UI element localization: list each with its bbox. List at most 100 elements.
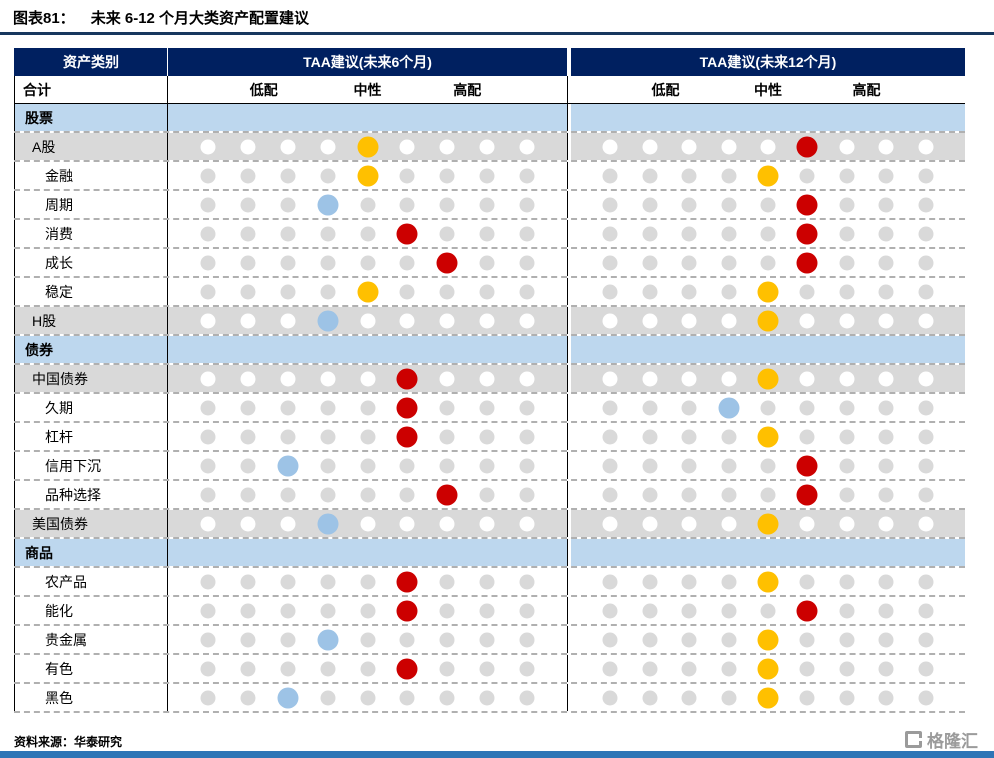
table-row: 久期	[14, 394, 965, 423]
scale-dot	[878, 574, 894, 589]
scale-dot	[602, 632, 618, 647]
scale-dot	[760, 139, 776, 154]
scale-dot	[479, 603, 495, 618]
taa-12m-cell	[571, 597, 965, 624]
column-divider	[567, 452, 571, 479]
scale-dot	[360, 516, 375, 531]
scale-dot	[721, 197, 737, 212]
scale-dot	[878, 516, 894, 531]
scale-dot	[918, 197, 934, 212]
scale-dot	[878, 400, 894, 415]
taa-12m-cell	[571, 423, 965, 450]
scale-dot	[439, 690, 455, 705]
scale-dot	[200, 226, 216, 241]
taa-6m-cell	[168, 684, 567, 711]
column-divider	[567, 365, 571, 392]
scale-dot	[721, 603, 737, 618]
scale-dot	[439, 197, 455, 212]
scale-label-neutral: 中性	[353, 81, 382, 98]
column-divider	[567, 104, 571, 131]
scale-dot	[479, 371, 495, 386]
scale-dot	[642, 632, 658, 647]
taa-6m-cell	[168, 249, 567, 276]
scale-dot	[479, 690, 495, 705]
scale-dot	[721, 429, 737, 444]
taa-6m-cell	[168, 133, 567, 160]
scale-dot	[681, 226, 697, 241]
scale-dot	[799, 400, 815, 415]
scale-dot	[839, 487, 855, 502]
scale-dot	[200, 690, 216, 705]
column-divider	[567, 510, 571, 537]
scale-label-underweight: 低配	[651, 81, 680, 98]
table-row: A股	[14, 133, 965, 162]
row-label: 美国债券	[14, 510, 168, 537]
scale-dot	[839, 429, 855, 444]
scale-dot	[360, 603, 375, 618]
scale-dot	[602, 661, 618, 676]
taa-12m-cell	[571, 220, 965, 247]
scale-dot	[519, 400, 535, 415]
allocation-dot-yellow	[757, 165, 779, 186]
taa-6m-cell	[168, 162, 567, 189]
taa-12m-cell	[571, 104, 965, 131]
row-label: 商品	[14, 539, 168, 566]
scale-dot	[642, 690, 658, 705]
scale-dot	[320, 255, 336, 270]
scale-dot	[799, 516, 815, 531]
scale-dot	[681, 458, 697, 473]
scale-dot	[602, 139, 618, 154]
figure-title-text: 未来 6-12 个月大类资产配置建议	[90, 10, 310, 27]
scale-dot	[918, 487, 934, 502]
scale-dot	[878, 313, 894, 328]
scale-dot	[280, 226, 296, 241]
scale-dot	[519, 487, 535, 502]
scale-dot	[399, 690, 415, 705]
scale-dot	[240, 400, 256, 415]
scale-dot	[280, 197, 296, 212]
row-label: 消费	[14, 220, 168, 247]
scale-dot	[681, 139, 697, 154]
scale-dot	[320, 458, 336, 473]
scale-dot	[918, 661, 934, 676]
taa-6m-cell	[168, 220, 567, 247]
scale-dot	[681, 371, 697, 386]
scale-dot	[602, 226, 618, 241]
allocation-dot-red	[796, 252, 818, 273]
scale-dot	[360, 632, 375, 647]
scale-dot	[839, 516, 855, 531]
row-label: 能化	[14, 597, 168, 624]
scale-dot	[240, 429, 256, 444]
row-label: 黑色	[14, 684, 168, 711]
taa-6m-cell	[168, 365, 567, 392]
scale-dot	[360, 690, 375, 705]
scale-dot	[721, 313, 737, 328]
scale-dot	[439, 429, 455, 444]
scale-dot	[200, 168, 216, 183]
footer-accent-bar	[0, 751, 994, 758]
taa-6m-cell	[168, 336, 567, 363]
scale-dot	[519, 284, 535, 299]
scale-dot	[320, 487, 336, 502]
scale-dot	[681, 168, 697, 183]
scale-dot	[280, 429, 296, 444]
taa-6m-cell	[168, 539, 567, 566]
taa-6m-cell	[168, 568, 567, 595]
scale-dot	[839, 139, 855, 154]
scale-dot	[439, 226, 455, 241]
column-divider	[567, 568, 571, 595]
table-row: 能化	[14, 597, 965, 626]
scale-dot	[602, 313, 618, 328]
scale-dot	[799, 313, 815, 328]
scale-dot	[799, 661, 815, 676]
row-label: 有色	[14, 655, 168, 682]
table-row: 美国债券	[14, 510, 965, 539]
scale-dot	[878, 458, 894, 473]
allocation-dot-yellow	[757, 426, 779, 447]
allocation-dot-yellow	[757, 281, 779, 302]
scale-dot	[280, 168, 296, 183]
row-label: A股	[14, 133, 168, 160]
scale-dot	[519, 197, 535, 212]
scale-dot	[642, 429, 658, 444]
